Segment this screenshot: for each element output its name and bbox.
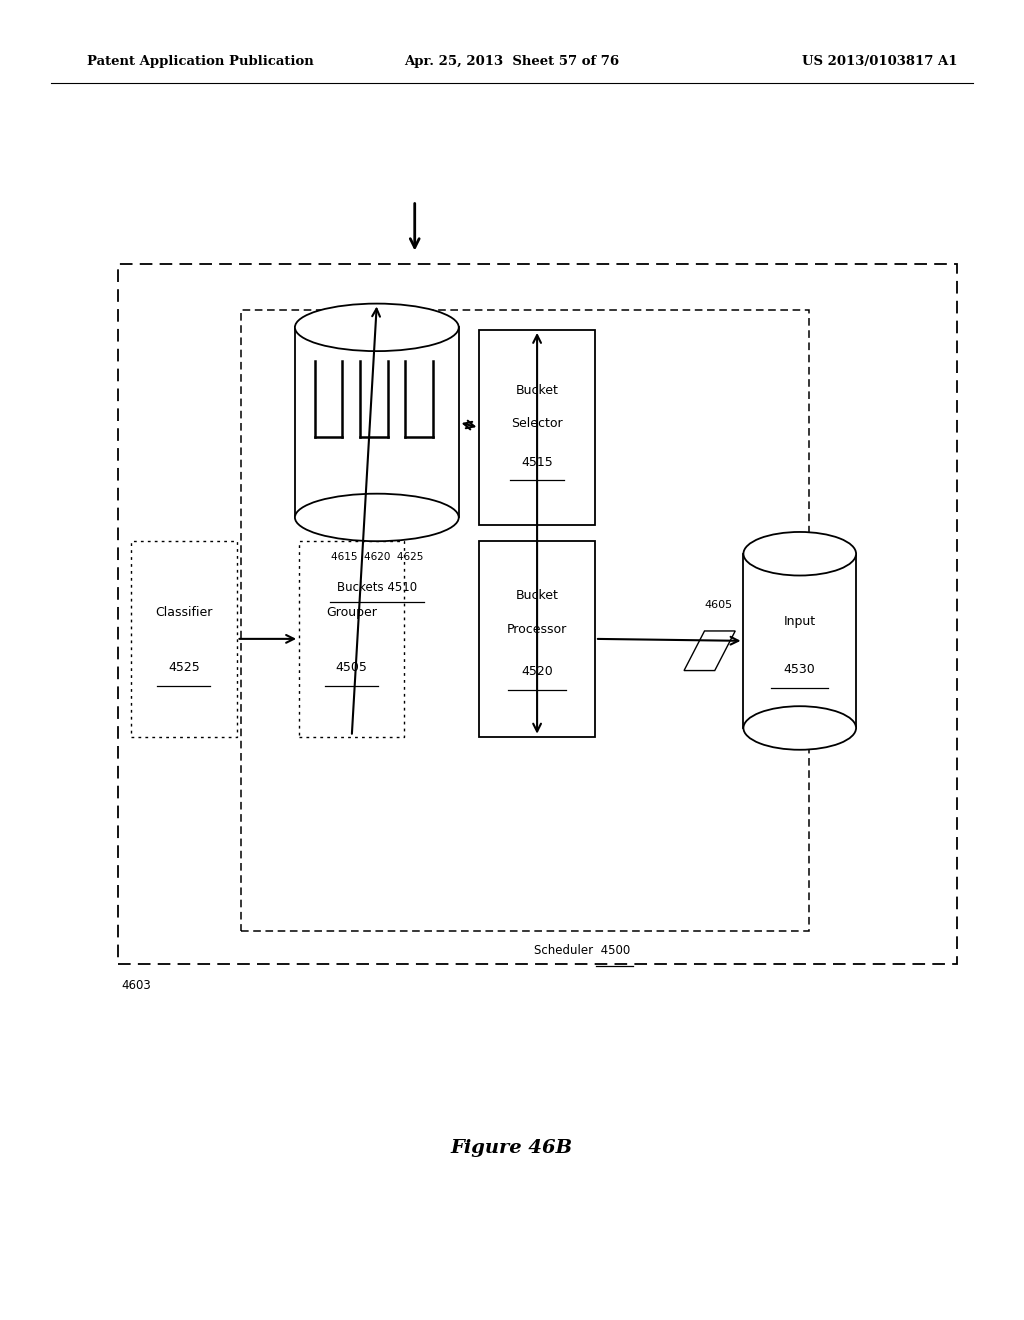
Text: 4603: 4603 [122,979,152,993]
Text: Selector: Selector [511,417,563,430]
Bar [479,541,595,737]
Bar [479,330,595,525]
Polygon shape [684,631,735,671]
Text: 4605: 4605 [705,599,732,610]
Text: US 2013/0103817 A1: US 2013/0103817 A1 [802,55,957,69]
Bar [743,554,856,729]
Bar [118,264,957,964]
Ellipse shape [295,494,459,541]
Text: 4515: 4515 [521,455,553,469]
Text: Input: Input [783,615,816,627]
Text: Bucket: Bucket [516,589,558,602]
Text: Apr. 25, 2013  Sheet 57 of 76: Apr. 25, 2013 Sheet 57 of 76 [404,55,620,69]
Text: 4525: 4525 [168,661,200,675]
Bar [299,541,404,737]
Text: Grouper: Grouper [327,606,377,619]
Text: Bucket: Bucket [516,384,558,397]
Ellipse shape [295,304,459,351]
Bar [295,327,459,517]
Bar [131,541,237,737]
Text: 4530: 4530 [783,664,816,676]
Text: 4505: 4505 [336,661,368,675]
Text: Processor: Processor [507,623,567,636]
Text: 4615  4620  4625: 4615 4620 4625 [331,552,423,562]
Bar [241,310,809,931]
Ellipse shape [743,706,856,750]
Ellipse shape [743,532,856,576]
Text: 4520: 4520 [521,665,553,678]
Text: Patent Application Publication: Patent Application Publication [87,55,313,69]
Text: Scheduler  4500: Scheduler 4500 [534,944,630,957]
Text: Buckets 4510: Buckets 4510 [337,581,417,594]
Text: Figure 46B: Figure 46B [451,1139,573,1158]
Text: Classifier: Classifier [155,606,213,619]
